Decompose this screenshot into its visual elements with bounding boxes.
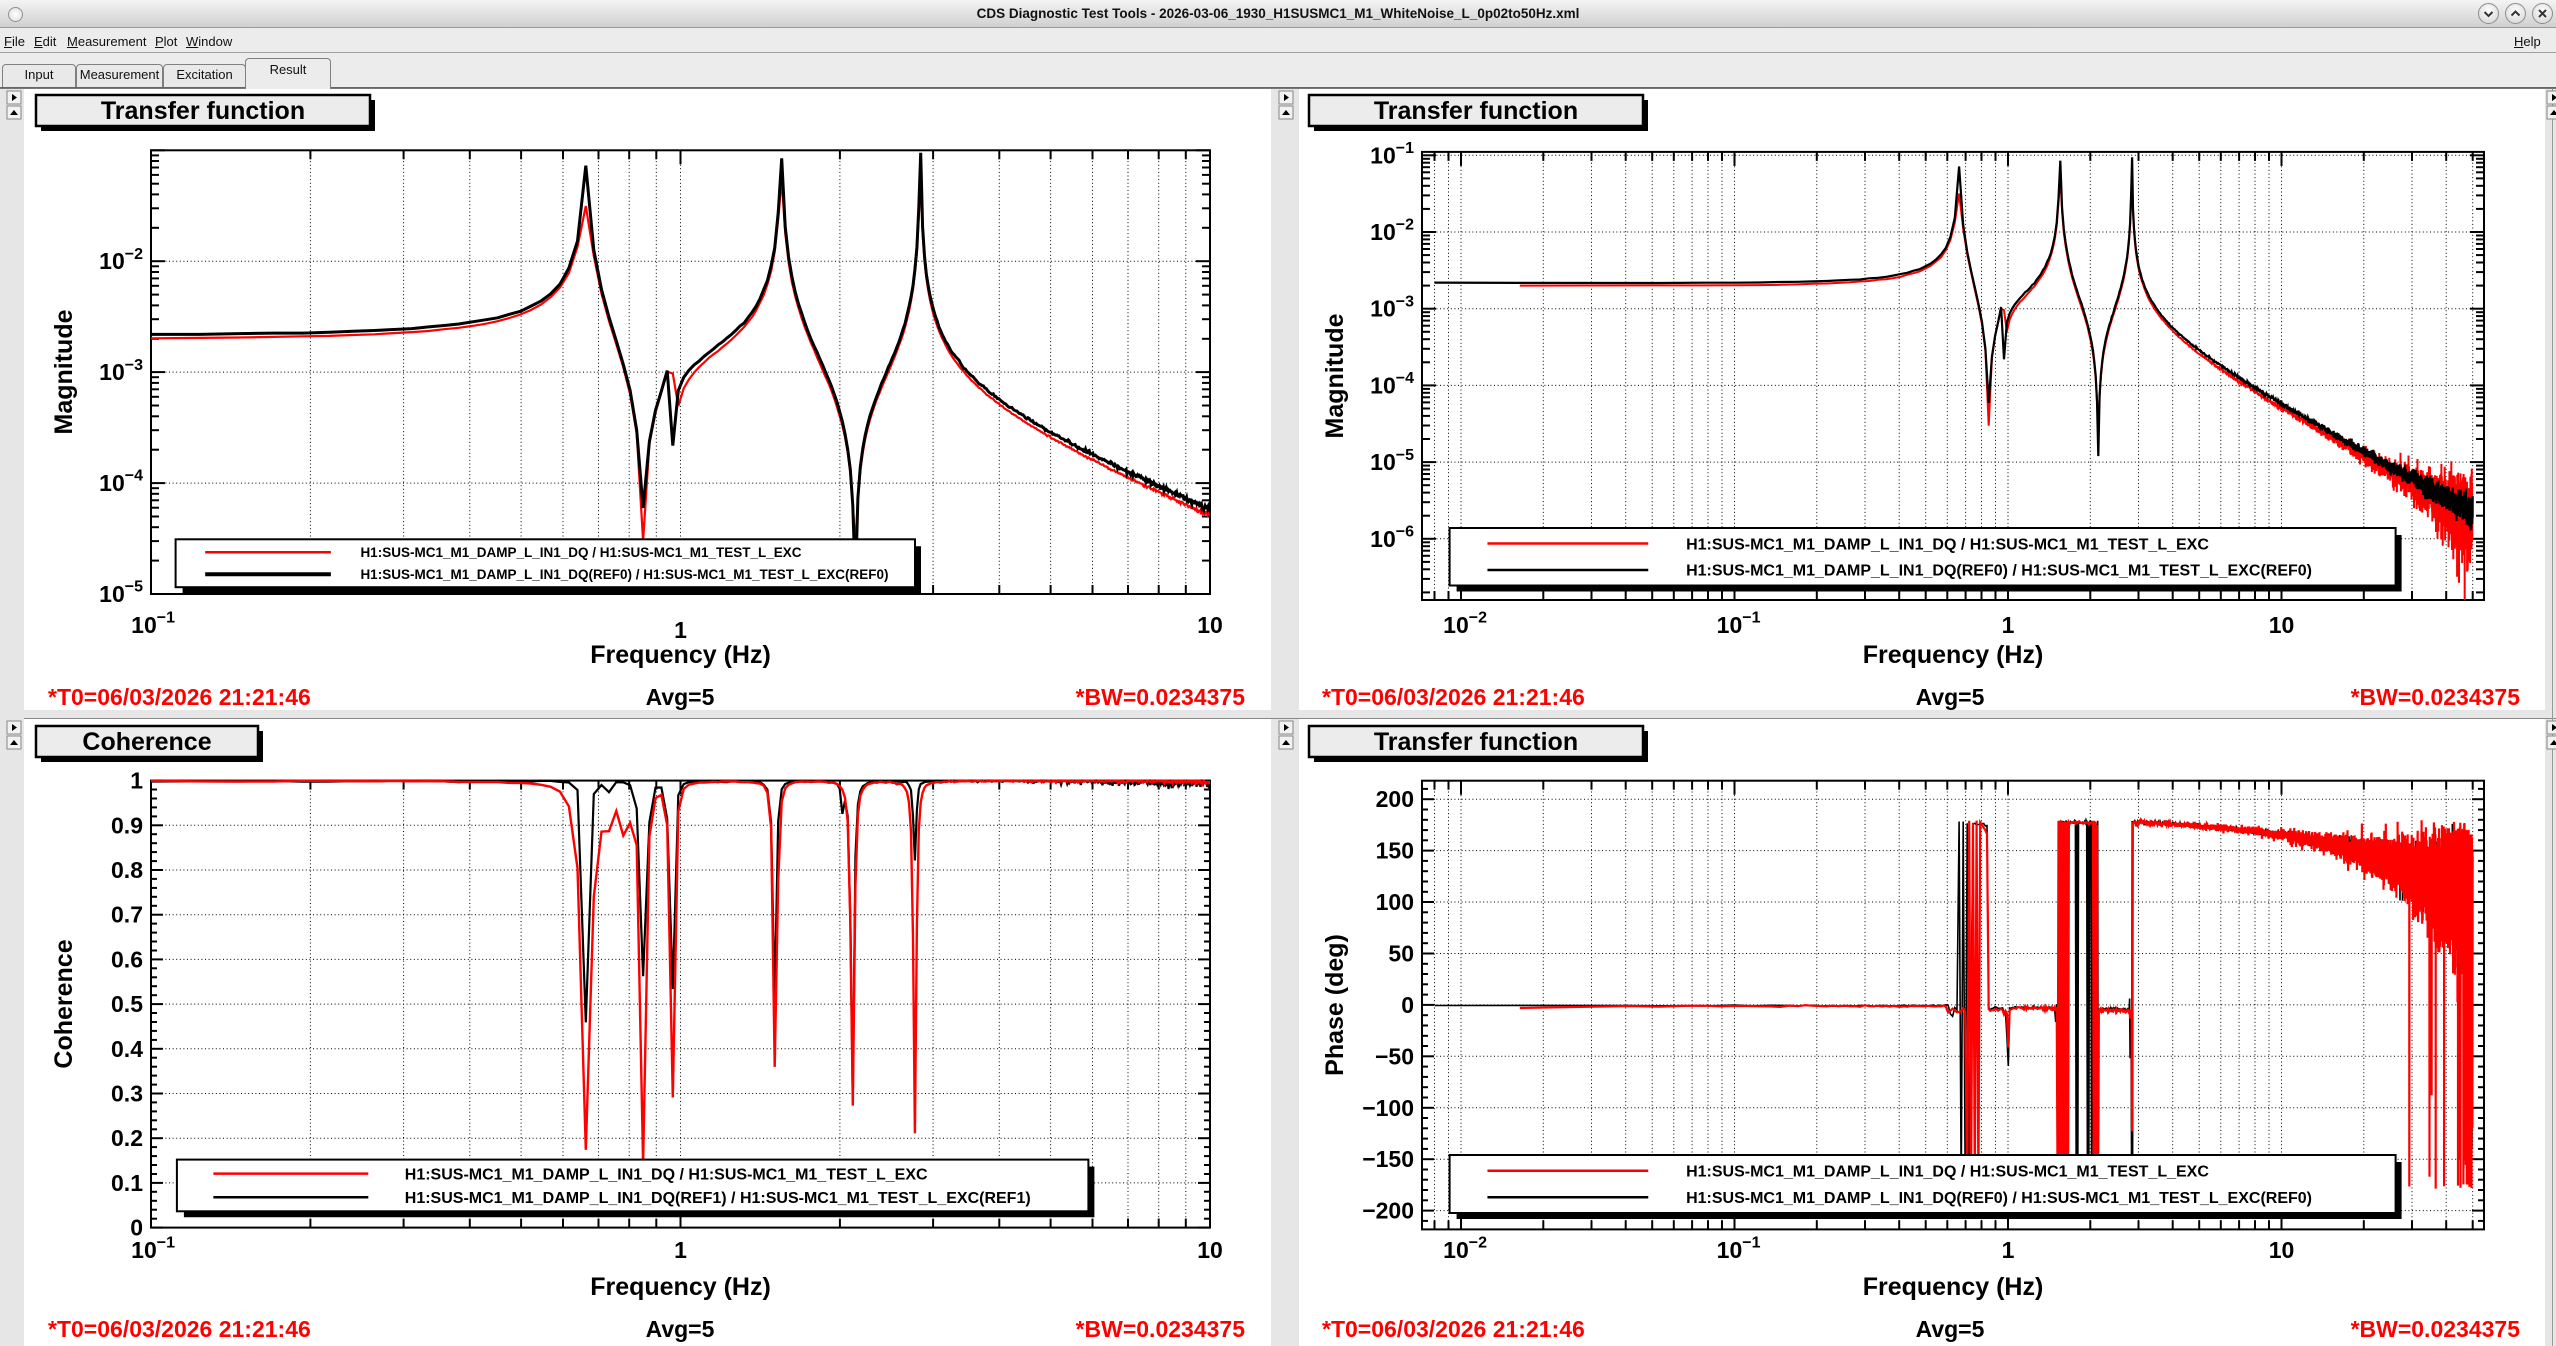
svg-text:H1:SUS-MC1_M1_DAMP_L_IN1_DQ(RE: H1:SUS-MC1_M1_DAMP_L_IN1_DQ(REF0) / H1:S… [1686,563,2312,580]
svg-text:0.1: 0.1 [111,1170,143,1196]
svg-text:0: 0 [130,1215,143,1241]
svg-text:0.3: 0.3 [111,1081,143,1107]
svg-text:Magnitude: Magnitude [50,309,78,434]
svg-text:H1:SUS-MC1_M1_DAMP_L_IN1_DQ(RE: H1:SUS-MC1_M1_DAMP_L_IN1_DQ(REF1) / H1:S… [405,1190,1031,1207]
svg-text:Avg=5: Avg=5 [1916,684,1985,710]
svg-text:−150: −150 [1362,1146,1414,1172]
svg-text:0.4: 0.4 [111,1036,143,1062]
svg-text:Frequency (Hz): Frequency (Hz) [1863,641,2044,669]
svg-text:Transfer function: Transfer function [1374,728,1578,756]
svg-text:*BW=0.0234375: *BW=0.0234375 [2351,1316,2521,1342]
svg-text:1: 1 [130,768,143,794]
svg-text:Transfer function: Transfer function [101,97,305,125]
svg-text:Coherence: Coherence [82,728,211,756]
svg-text:1: 1 [674,1237,687,1263]
svg-text:1: 1 [674,617,687,643]
svg-text:−100: −100 [1362,1095,1414,1121]
svg-text:*T0=06/03/2026 21:21:46: *T0=06/03/2026 21:21:46 [1322,684,1585,710]
svg-text:H1:SUS-MC1_M1_DAMP_L_IN1_DQ /: H1:SUS-MC1_M1_DAMP_L_IN1_DQ / H1:SUS-MC1… [1686,1163,2209,1180]
svg-text:10−2: 10−2 [1443,610,1487,638]
svg-text:100: 100 [1376,889,1414,915]
svg-text:1: 1 [2002,1237,2015,1263]
svg-text:Frequency (Hz): Frequency (Hz) [590,1273,771,1301]
svg-text:Frequency (Hz): Frequency (Hz) [590,641,771,669]
svg-text:150: 150 [1376,838,1414,864]
svg-text:0.2: 0.2 [111,1125,143,1151]
svg-text:*BW=0.0234375: *BW=0.0234375 [1076,684,1246,710]
svg-text:Coherence: Coherence [50,939,78,1068]
svg-text:10: 10 [1197,612,1223,638]
svg-text:10: 10 [1197,1237,1223,1263]
svg-text:0.5: 0.5 [111,991,143,1017]
svg-text:−50: −50 [1375,1043,1414,1069]
svg-text:1: 1 [2002,612,2015,638]
svg-text:0: 0 [1401,992,1414,1018]
svg-text:10: 10 [2269,1237,2295,1263]
svg-text:200: 200 [1376,786,1414,812]
svg-text:H1:SUS-MC1_M1_DAMP_L_IN1_DQ /: H1:SUS-MC1_M1_DAMP_L_IN1_DQ / H1:SUS-MC1… [360,545,801,560]
svg-text:*T0=06/03/2026 21:21:46: *T0=06/03/2026 21:21:46 [1322,1316,1585,1342]
svg-text:*BW=0.0234375: *BW=0.0234375 [2351,684,2521,710]
svg-text:H1:SUS-MC1_M1_DAMP_L_IN1_DQ(RE: H1:SUS-MC1_M1_DAMP_L_IN1_DQ(REF0) / H1:S… [360,567,888,582]
svg-text:Frequency (Hz): Frequency (Hz) [1863,1273,2044,1301]
svg-text:H1:SUS-MC1_M1_DAMP_L_IN1_DQ /: H1:SUS-MC1_M1_DAMP_L_IN1_DQ / H1:SUS-MC1… [1686,536,2209,553]
svg-text:Avg=5: Avg=5 [1916,1316,1985,1342]
svg-text:−200: −200 [1362,1198,1414,1224]
svg-text:*BW=0.0234375: *BW=0.0234375 [1076,1316,1246,1342]
svg-text:Phase (deg): Phase (deg) [1321,934,1349,1076]
svg-text:H1:SUS-MC1_M1_DAMP_L_IN1_DQ(RE: H1:SUS-MC1_M1_DAMP_L_IN1_DQ(REF0) / H1:S… [1686,1190,2312,1207]
svg-text:0.9: 0.9 [111,812,143,838]
svg-text:10: 10 [2269,612,2295,638]
svg-text:*T0=06/03/2026 21:21:46: *T0=06/03/2026 21:21:46 [48,684,311,710]
svg-text:*T0=06/03/2026 21:21:46: *T0=06/03/2026 21:21:46 [48,1316,311,1342]
svg-text:Transfer function: Transfer function [1374,97,1578,125]
svg-text:H1:SUS-MC1_M1_DAMP_L_IN1_DQ /: H1:SUS-MC1_M1_DAMP_L_IN1_DQ / H1:SUS-MC1… [405,1166,928,1183]
svg-text:0.6: 0.6 [111,946,143,972]
svg-text:0.7: 0.7 [111,902,143,928]
svg-text:Magnitude: Magnitude [1321,313,1349,438]
svg-text:0.8: 0.8 [111,857,143,883]
svg-text:10−1: 10−1 [131,1235,175,1263]
svg-text:50: 50 [1388,941,1414,967]
svg-text:Avg=5: Avg=5 [646,684,715,710]
svg-text:Avg=5: Avg=5 [646,1316,715,1342]
